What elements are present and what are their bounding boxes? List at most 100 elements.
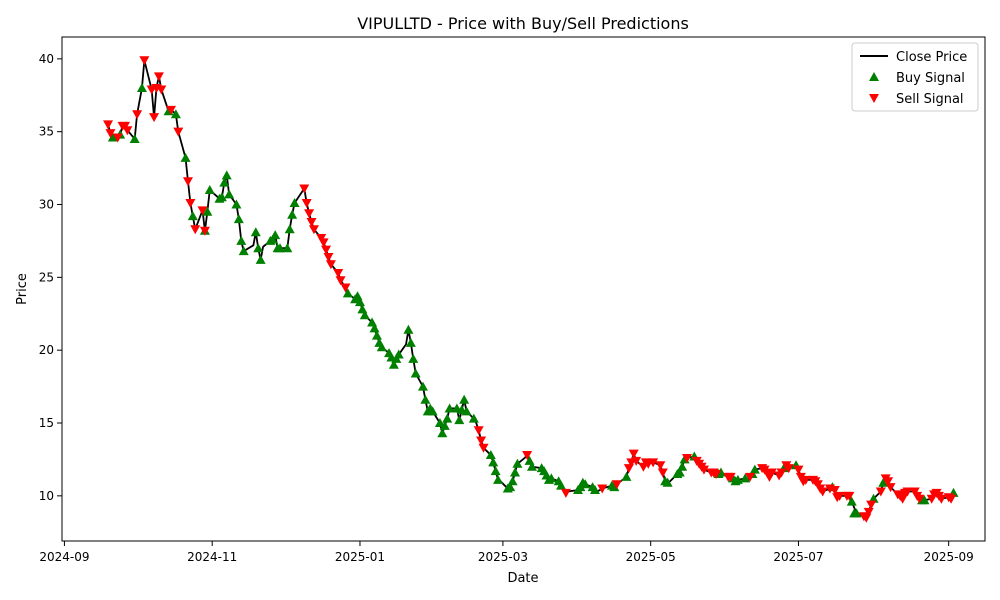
buy-signal-marker bbox=[255, 254, 266, 264]
buy-signal-marker bbox=[270, 230, 281, 240]
sell-signal-marker bbox=[783, 464, 794, 474]
buy-signal-marker bbox=[420, 394, 431, 404]
sell-signal-marker bbox=[844, 491, 855, 501]
sell-signal-marker bbox=[560, 488, 571, 498]
sell-signal-marker bbox=[631, 456, 642, 466]
x-tick-label: 2024-11 bbox=[187, 550, 237, 564]
buy-signal-marker bbox=[468, 413, 479, 423]
buy-signal-marker bbox=[677, 461, 688, 471]
buy-signal-marker bbox=[202, 206, 213, 216]
sell-signal-marker bbox=[914, 494, 925, 504]
buy-signal-marker bbox=[376, 342, 387, 352]
buy-signal-marker bbox=[510, 467, 521, 477]
buy-signal-marker bbox=[732, 474, 743, 484]
buy-signal-marker bbox=[493, 474, 504, 484]
sell-signal-marker bbox=[333, 268, 344, 278]
sell-signal-marker bbox=[112, 133, 123, 143]
sell-signal-marker bbox=[902, 487, 913, 497]
buy-signal-marker bbox=[284, 224, 295, 234]
buy-signal-marker bbox=[231, 199, 242, 209]
sell-signal-marker bbox=[698, 465, 709, 475]
sell-signal-marker bbox=[522, 451, 533, 461]
buy-signal-marker bbox=[289, 198, 300, 208]
x-axis-label: Date bbox=[507, 571, 538, 586]
sell-signal-marker bbox=[478, 443, 489, 453]
sell-signal-marker bbox=[308, 225, 319, 235]
buy-signal-marker bbox=[662, 477, 673, 487]
buy-signal-marker bbox=[221, 170, 232, 180]
sell-signal-marker bbox=[611, 480, 622, 490]
buy-signal-marker bbox=[490, 466, 501, 476]
buy-signal-marker bbox=[219, 177, 230, 187]
buy-signal-marker bbox=[204, 184, 215, 194]
buy-signal-marker bbox=[526, 461, 537, 471]
sell-signal-marker bbox=[711, 469, 722, 479]
sell-signal-marker bbox=[883, 477, 894, 487]
buy-signal-marker bbox=[459, 394, 470, 404]
sell-signal-marker bbox=[301, 199, 312, 209]
sell-signal-marker bbox=[306, 217, 317, 227]
buy-signal-marker bbox=[170, 109, 181, 119]
sell-signal-marker bbox=[473, 426, 484, 436]
buy-signal-marker bbox=[846, 496, 857, 506]
buy-signal-marker bbox=[485, 450, 496, 460]
buy-signal-marker bbox=[417, 381, 428, 391]
sell-signal-marker bbox=[197, 206, 208, 216]
sell-signal-marker bbox=[863, 507, 874, 517]
buy-signal-marker bbox=[405, 337, 416, 347]
sell-signal-marker bbox=[122, 126, 133, 136]
buy-signal-marker bbox=[851, 508, 862, 518]
sell-signal-marker bbox=[682, 453, 693, 463]
buy-signal-marker bbox=[442, 413, 453, 423]
buy-signal-marker bbox=[434, 418, 445, 428]
buy-signal-marker bbox=[580, 479, 591, 489]
buy-signal-marker bbox=[250, 227, 261, 237]
sell-signal-marker bbox=[304, 209, 315, 219]
buy-signal-marker bbox=[393, 349, 404, 359]
sell-signal-marker bbox=[476, 436, 487, 446]
buy-signal-marker bbox=[129, 133, 140, 143]
buy-signal-marker bbox=[275, 243, 286, 253]
buy-signal-marker bbox=[180, 152, 191, 162]
y-tick-label: 35 bbox=[39, 125, 54, 139]
sell-signal-marker bbox=[866, 500, 877, 510]
sell-signal-marker bbox=[340, 283, 351, 293]
buy-signal-marker bbox=[403, 324, 414, 334]
sell-signal-marker bbox=[299, 184, 310, 194]
legend-close-price-label: Close Price bbox=[896, 50, 967, 65]
buy-signal-marker bbox=[408, 353, 419, 363]
buy-signal-marker bbox=[505, 482, 516, 492]
x-tick-label: 2025-07 bbox=[773, 550, 823, 564]
legend-sell-signal-swatch bbox=[869, 94, 879, 103]
sell-signal-marker bbox=[657, 468, 668, 478]
x-tick-label: 2025-01 bbox=[335, 550, 385, 564]
y-axis-label: Price bbox=[15, 273, 30, 305]
buy-signal-marker bbox=[878, 477, 889, 487]
buy-signal-marker bbox=[238, 246, 249, 256]
y-tick-label: 40 bbox=[39, 52, 54, 66]
sell-signal-marker bbox=[149, 113, 160, 123]
buy-signal-marker bbox=[512, 458, 523, 468]
sell-signal-marker bbox=[153, 72, 164, 82]
sell-signal-marker bbox=[321, 245, 332, 255]
buy-signal-marker bbox=[439, 420, 450, 430]
sell-signal-marker bbox=[648, 458, 659, 468]
legend-box bbox=[851, 42, 979, 112]
legend: Close Price Buy Signal Sell Signal bbox=[851, 42, 979, 112]
buy-signal-marker bbox=[461, 406, 472, 416]
x-tick-label: 2025-09 bbox=[924, 550, 974, 564]
y-tick-label: 20 bbox=[39, 343, 54, 357]
x-tick-label: 2024-09 bbox=[39, 550, 89, 564]
buy-signal-marker bbox=[556, 480, 567, 490]
sell-signal-marker bbox=[335, 276, 346, 286]
sell-signal-marker bbox=[199, 226, 210, 236]
sell-signal-marker bbox=[793, 465, 804, 475]
sell-signal-marker bbox=[655, 461, 666, 471]
buy-signal-marker bbox=[253, 243, 264, 253]
buy-signal-marker bbox=[507, 476, 518, 486]
buy-signal-marker bbox=[674, 467, 685, 477]
sell-signal-marker bbox=[628, 449, 639, 459]
sell-signal-marker bbox=[185, 199, 196, 209]
